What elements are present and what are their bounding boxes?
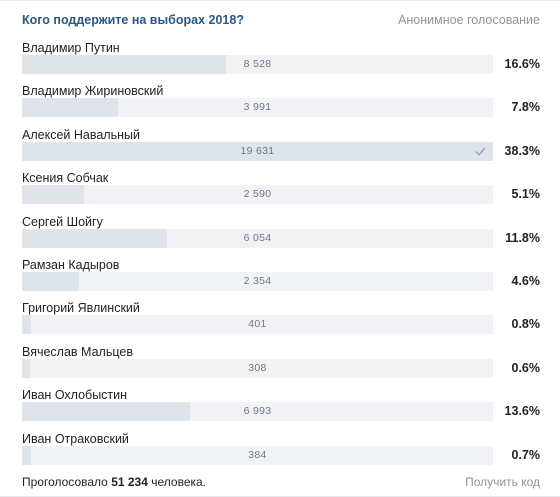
option-vote-count: 2 354 <box>243 274 272 287</box>
option-bar-fill <box>22 228 168 248</box>
option-bar[interactable]: 8 528 <box>22 55 493 74</box>
votes-total-suffix: человека. <box>151 475 207 489</box>
votes-total-count: 51 234 <box>111 475 148 489</box>
option-label: Владимир Жириновский <box>22 84 164 99</box>
option-bar-fill <box>22 98 118 118</box>
option-bar[interactable]: 308 <box>22 358 493 378</box>
option-vote-count: 384 <box>248 448 267 461</box>
votes-total-prefix: Проголосовало <box>22 475 108 489</box>
option-vote-count: 6 054 <box>243 231 272 244</box>
option-percent: 0.8% <box>511 317 541 332</box>
votes-total: Проголосовало 51 234 человека. <box>22 475 206 489</box>
option-bar[interactable]: 3 991 <box>22 98 493 118</box>
option-label: Сергей Шойгу <box>22 214 103 229</box>
option-percent: 16.6% <box>504 57 540 71</box>
option-bar-fill <box>22 358 30 378</box>
option-bar[interactable]: 19 631 <box>22 141 493 161</box>
option-percent: 4.6% <box>511 273 541 288</box>
option-percent: 5.1% <box>511 187 541 202</box>
option-percent: 13.6% <box>504 404 540 419</box>
option-label: Григорий Явлинский <box>22 301 140 316</box>
poll-header: Кого поддержите на выборах 2018? Анонимн… <box>22 13 540 27</box>
poll-option: Иван Отраковский 384 0.7% <box>0 429 560 472</box>
option-bar[interactable]: 2 590 <box>22 185 493 205</box>
option-label: Иван Отраковский <box>22 431 129 446</box>
checkmark-icon <box>475 147 486 156</box>
poll-title: Кого поддержите на выборах 2018? <box>22 13 244 27</box>
anonymous-voting-label: Анонимное голосование <box>398 13 540 27</box>
poll-option: Сергей Шойгу 6 054 11.8% <box>0 212 560 255</box>
poll-option: Григорий Явлинский 401 0.8% <box>0 298 560 341</box>
option-percent: 7.8% <box>511 100 541 115</box>
option-label: Владимир Путин <box>22 41 120 55</box>
poll-option: Владимир Жириновский 3 991 7.8% <box>0 81 560 124</box>
option-bar-fill <box>22 55 227 74</box>
option-percent: 0.6% <box>511 360 541 375</box>
option-bar[interactable]: 384 <box>22 445 493 465</box>
option-vote-count: 6 993 <box>243 405 272 418</box>
option-bar-fill <box>22 185 85 205</box>
option-bar-fill <box>22 402 190 422</box>
option-vote-count: 401 <box>248 318 267 331</box>
option-bar[interactable]: 6 054 <box>22 228 493 248</box>
poll-option: Владимир Путин 8 528 16.6% <box>0 38 560 81</box>
option-label: Иван Охлобыстин <box>22 388 128 403</box>
poll-options: Владимир Путин 8 528 16.6% Владимир Жиринов… <box>0 38 560 472</box>
poll-footer: Проголосовало 51 234 человека. Получить … <box>22 475 540 489</box>
option-vote-count: 19 631 <box>240 144 275 157</box>
poll-option: Вячеслав Мальцев 308 0.6% <box>0 342 560 385</box>
get-code-link[interactable]: Получить код <box>465 475 540 489</box>
option-bar-fill <box>22 445 32 465</box>
option-percent: 11.8% <box>505 230 540 245</box>
option-vote-count: 308 <box>248 361 267 374</box>
option-bar-fill <box>22 141 493 161</box>
option-bar[interactable]: 6 993 <box>22 402 493 422</box>
option-bar-fill <box>22 315 32 335</box>
option-vote-count: 8 528 <box>243 58 272 70</box>
option-label: Вячеслав Мальцев <box>22 344 133 359</box>
option-percent: 0.7% <box>511 447 541 462</box>
option-bar-fill <box>22 271 79 291</box>
poll-option: Ксения Собчак 2 590 5.1% <box>0 168 560 211</box>
poll-option: Иван Охлобыстин 6 993 13.6% <box>0 385 560 428</box>
option-bar[interactable]: 2 354 <box>22 271 493 291</box>
option-label: Алексей Навальный <box>22 127 140 142</box>
option-bar[interactable]: 401 <box>22 315 493 335</box>
poll-option: Алексей Навальный 19 631 38.3% <box>0 125 560 168</box>
poll-option: Рамзан Кадыров 2 354 4.6% <box>0 255 560 298</box>
option-vote-count: 2 590 <box>243 188 272 201</box>
option-label: Рамзан Кадыров <box>22 257 120 272</box>
option-percent: 38.3% <box>504 143 540 158</box>
option-vote-count: 3 991 <box>243 101 272 114</box>
option-label: Ксения Собчак <box>22 171 109 186</box>
